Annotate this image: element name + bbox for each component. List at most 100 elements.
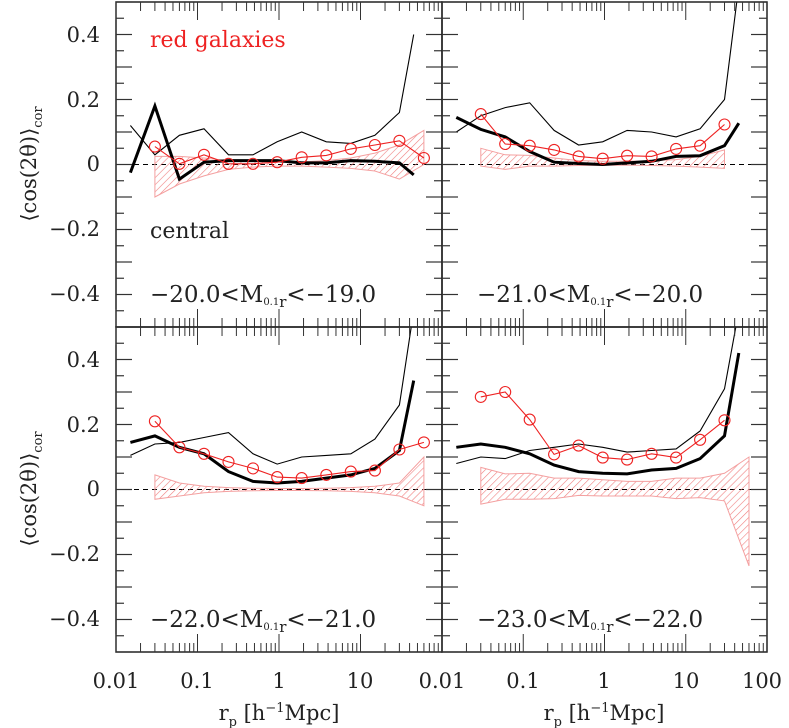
- x-tick-label: 10: [347, 669, 374, 693]
- y-tick-label: −0.4: [49, 282, 100, 306]
- x-tick-label: 1: [597, 669, 610, 693]
- thin-black-line: [130, 327, 412, 465]
- red-circle-marker: [572, 439, 585, 452]
- red-circle-marker: [368, 138, 381, 152]
- thick-black-line: [128, 101, 415, 182]
- red-circle-marker: [499, 385, 512, 399]
- x-axis-label-right: rp [h−1Mpc]: [544, 701, 665, 728]
- y-label-main: ⟨cos(2θ)⟩: [17, 128, 41, 222]
- x-axis-label-left: rp [h−1Mpc]: [219, 701, 340, 728]
- y-label-main: ⟨cos(2θ)⟩: [17, 453, 41, 547]
- y-tick-label: −0.4: [49, 607, 100, 631]
- red-circle-marker: [222, 455, 235, 468]
- thick-black-line: [456, 352, 741, 476]
- y-tick-label: 0.2: [67, 413, 100, 437]
- x-label-sup: −1: [590, 701, 609, 716]
- svg-text:rp [h−1Mpc]: rp [h−1Mpc]: [219, 701, 340, 728]
- red-line: [480, 391, 725, 461]
- red-circle-marker: [645, 447, 658, 460]
- red-circle-marker: [344, 465, 357, 478]
- red-circle-marker: [417, 151, 430, 165]
- panel-label-2: −21.0<M0.1r<−20.0: [477, 282, 703, 311]
- svg-text:rp [h−1Mpc]: rp [h−1Mpc]: [544, 701, 665, 728]
- y-label-sub: cor: [31, 431, 46, 453]
- red-circle-marker: [523, 413, 536, 426]
- x-label-r: r: [544, 701, 555, 725]
- x-tick-label: 0.01: [419, 669, 466, 693]
- red-circle-marker: [523, 139, 536, 152]
- red-circle-marker: [621, 453, 634, 466]
- red-line: [154, 140, 425, 165]
- red-circle-marker: [271, 156, 284, 169]
- y-tick-label: 0: [87, 152, 100, 176]
- panel-label-1: −20.0<M0.1r<−19.0: [150, 282, 376, 311]
- red-line: [480, 113, 725, 160]
- error-band: [154, 129, 425, 198]
- x-tick-label: 0.1: [506, 669, 539, 693]
- red-circle-marker: [271, 471, 284, 484]
- legend-central: central: [150, 219, 229, 244]
- thin-black-line: [129, 34, 415, 156]
- red-circle-marker: [344, 142, 357, 155]
- y-label-sub: cor: [31, 106, 46, 128]
- x-label-sub: p: [229, 715, 237, 728]
- y-tick-label: 0: [87, 477, 100, 501]
- x-label-unit2: Mpc]: [285, 701, 340, 725]
- red-circle-marker: [670, 142, 683, 155]
- red-circle-marker: [222, 157, 235, 170]
- x-label-sub: p: [554, 715, 562, 728]
- panel-bottom-right: [441, 326, 768, 653]
- red-circle-marker: [694, 139, 707, 152]
- red-circle-marker: [417, 436, 430, 449]
- red-circle-marker: [548, 448, 561, 461]
- y-axis-label-top: ⟨cos(2θ)⟩cor: [17, 106, 46, 222]
- red-circle-marker: [173, 157, 186, 170]
- x-label-r: r: [219, 701, 230, 725]
- red-circle-marker: [148, 140, 161, 153]
- x-label-unit: [h: [562, 701, 590, 725]
- thin-black-line: [456, 327, 737, 465]
- red-circle-marker: [572, 150, 585, 163]
- red-circle-marker: [694, 433, 707, 446]
- legend-red-galaxies: red galaxies: [150, 28, 286, 53]
- red-circle-marker: [295, 472, 308, 485]
- red-circle-marker: [295, 151, 308, 164]
- red-circle-marker: [320, 149, 333, 162]
- y-axis-label-bottom: ⟨cos(2θ)⟩cor: [17, 431, 46, 547]
- red-circle-marker: [499, 137, 512, 151]
- y-tick-label: 0.4: [67, 23, 100, 47]
- red-circle-marker: [548, 143, 561, 156]
- red-circle-marker: [645, 150, 658, 163]
- error-band: [480, 147, 725, 170]
- y-tick-labels-bottom: 0.4 0.2 0 −0.2 −0.4: [49, 348, 100, 631]
- y-tick-label: −0.2: [49, 542, 100, 566]
- red-circle-marker: [246, 462, 260, 475]
- svg-text:⟨cos(2θ)⟩cor: ⟨cos(2θ)⟩cor: [17, 431, 46, 547]
- y-tick-label: 0.4: [67, 348, 100, 372]
- red-circle-marker: [246, 157, 260, 170]
- panels: [115, 1, 768, 653]
- red-circle-marker: [320, 468, 333, 481]
- red-circle-marker: [670, 451, 683, 464]
- y-tick-labels-top: 0.4 0.2 0 −0.2 −0.4: [49, 23, 100, 306]
- red-circle-marker: [474, 108, 487, 121]
- red-circle-marker: [148, 415, 161, 428]
- thick-black-line: [130, 380, 416, 485]
- error-band: [154, 455, 425, 507]
- error-band: [480, 456, 750, 567]
- red-circle-marker: [197, 447, 211, 460]
- panel-label-4: −23.0<M0.1r<−22.0: [477, 607, 703, 636]
- x-label-unit2: Mpc]: [610, 701, 665, 725]
- thin-black-line: [455, 2, 738, 146]
- svg-text:⟨cos(2θ)⟩cor: ⟨cos(2θ)⟩cor: [17, 106, 46, 222]
- red-circle-marker: [621, 149, 634, 162]
- red-circle-marker: [596, 451, 609, 464]
- red-circle-marker: [173, 441, 186, 454]
- panel-label-3: −22.0<M0.1r<−21.0: [150, 607, 376, 636]
- red-circle-marker: [197, 148, 211, 161]
- y-tick-label: 0.2: [67, 88, 100, 112]
- red-circle-marker: [596, 152, 609, 165]
- red-circle-marker: [393, 443, 406, 456]
- panel-top-right: [441, 1, 768, 328]
